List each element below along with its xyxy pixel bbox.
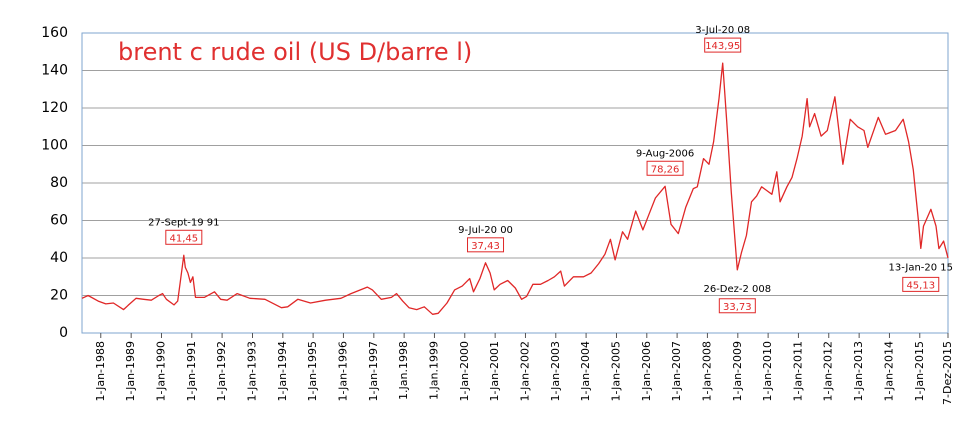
plot-frame: [81, 32, 949, 334]
x-tick-label: 1-Jan-2000: [458, 341, 471, 402]
annotation-value: 41,45: [169, 233, 198, 244]
x-tick-label: 7-Dez-2015: [941, 341, 954, 405]
x-tick-label: 1.Jan.1998: [397, 341, 410, 400]
annotation-box: [902, 276, 940, 292]
x-tick-label: 1-Jan-2010: [761, 341, 774, 402]
x-tick-label: 1-Jan-1990: [154, 341, 167, 402]
x-tick-label: 1-Jan-2006: [640, 341, 653, 402]
annotation-value: 45,13: [906, 280, 935, 291]
y-tick-label: 140: [41, 63, 68, 79]
annotation-value: 33,73: [723, 302, 752, 313]
annotation-date: 26-Dez-2 008: [703, 284, 771, 295]
x-tick-label: 1-Jan-1995: [306, 341, 319, 402]
x-tick-label: 1-Jan-2009: [731, 341, 744, 402]
x-tick-label: 1-Jan-2001: [488, 341, 501, 402]
x-tick-label: 1-Jan-2004: [579, 341, 592, 402]
x-tick-label: 1-Jan-2005: [609, 341, 622, 402]
annotation-box: [646, 160, 684, 176]
annotation-value: 78,26: [651, 164, 680, 175]
x-tick-label: 1-Jan-2015: [913, 341, 926, 402]
x-tick-label: 1-Jan-2011: [791, 341, 804, 402]
x-tick-label: 1-Jan-1997: [367, 341, 380, 402]
x-tick-label: 1-Jan-1994: [276, 341, 289, 402]
annotation-value: 37,43: [471, 241, 500, 252]
y-tick-label: 160: [41, 25, 68, 41]
x-tick-label: 1-Jan-2013: [852, 341, 865, 402]
annotation-box: [467, 237, 505, 253]
x-tick-label: 1-Jan-2012: [822, 341, 835, 402]
plot-layer: 0 20 40 60 80 100 120 140 160 1-Jan-1988 1-Jan-198…: [41, 25, 954, 405]
y-tick-label: 60: [50, 213, 68, 229]
x-tick-label: 1-Jan-1991: [185, 341, 198, 402]
x-tick-label: 1-Jan-1993: [245, 341, 258, 402]
annotation-box: [718, 298, 756, 314]
annotation-date: 3-Jul-20 08: [695, 25, 750, 36]
y-tick-label: 40: [50, 250, 68, 266]
annotation-date: 13-Jan-20 15: [888, 262, 953, 273]
chart-title: brent c rude oil (US D/barre l): [118, 38, 472, 66]
annotation-box: [165, 229, 203, 245]
annotation-date: 9-Jul-20 00: [458, 225, 513, 236]
x-tick-label: 1-Jan-2002: [518, 341, 531, 402]
x-tick-label: 1-Jan-2008: [700, 341, 713, 402]
y-tick-label: 0: [59, 325, 68, 341]
price-line: [81, 62, 949, 315]
x-tick-label: 1-Jan-1988: [94, 341, 107, 402]
x-tick-label: 1-Jan-2007: [670, 341, 683, 402]
annotation-value: 143,95: [705, 41, 740, 52]
x-tick-label: 1-Jan-1996: [336, 341, 349, 402]
y-tick-label: 20: [50, 288, 68, 304]
x-tick-label: 1.Jan.1999: [427, 341, 440, 400]
annotation-date: 27-Sept-19 91: [148, 217, 219, 228]
y-tick-label: 120: [41, 100, 68, 116]
x-tick-label: 1-Jan-1989: [124, 341, 137, 402]
annotation-date: 9-Aug-2006: [636, 148, 694, 159]
y-tick-label: 100: [41, 138, 68, 154]
y-tick-label: 80: [50, 175, 68, 191]
x-tick-label: 1-Jan-1992: [215, 341, 228, 402]
x-tick-label: 1-Jan-2014: [882, 341, 895, 402]
annotation-box: [704, 37, 742, 53]
x-tick-label: 1-Jan-2003: [549, 341, 562, 402]
